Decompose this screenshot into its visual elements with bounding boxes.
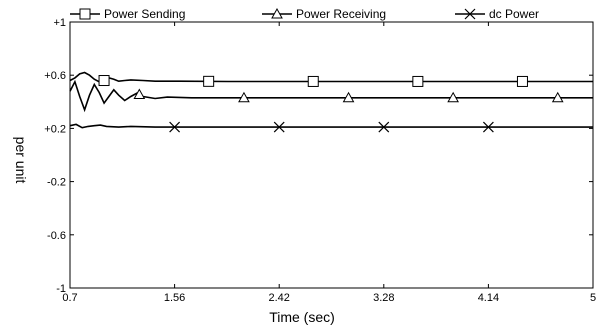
legend-item: Power Receiving [262,7,386,21]
x-tick-label: 5 [590,292,596,304]
series-layer [69,71,593,133]
legend-marker [79,8,91,20]
axis-ticks: 0.7 1.56 2.42 3.28 4.14 5 -1 -0.6 -0.2 +0.2 +0.6 +1 [44,17,596,304]
series-marker [412,75,424,87]
series-marker [378,121,390,133]
legend-marker [271,7,283,19]
y-tick-label: -0.6 [47,230,66,242]
y-tick-label: +0.2 [44,123,66,135]
series-marker [238,91,250,103]
series-marker [98,75,110,87]
y-tick-label: -0.2 [47,177,66,189]
series-square [69,71,593,87]
series-marker [516,75,528,87]
x-tick-label: 4.14 [478,292,499,304]
series-marker [203,75,215,87]
legend-item: dc Power [455,7,539,21]
legend-marker [464,8,476,20]
y-tick-label: -1 [56,283,66,295]
series-marker [273,121,285,133]
x-tick-label: 0.7 [62,292,77,304]
x-tick-label: 2.42 [268,292,289,304]
series-x [69,121,593,133]
series-triangle [69,79,593,113]
x-tick-label: 1.56 [164,292,185,304]
series-marker [342,91,355,103]
plot-frame [69,21,594,289]
series-line [69,71,593,83]
series-line [69,79,593,113]
series-marker [482,121,494,133]
series-marker [307,75,319,87]
series-marker [447,91,459,103]
legend-label: Power Sending [104,7,185,21]
series-marker [169,121,181,133]
series-marker [133,88,146,99]
x-axis-title: Time (sec) [269,309,335,325]
legend-label: dc Power [489,7,539,21]
y-axis-title: per unit [13,137,29,184]
x-tick-label: 3.28 [373,292,394,304]
y-tick-label: +0.6 [44,70,66,82]
legend: Power Sending Power Receiving dc Power [70,7,539,21]
series-marker [551,91,564,103]
legend-label: Power Receiving [296,7,386,21]
legend-item: Power Sending [70,7,185,21]
series-line [69,123,593,129]
y-tick-label: +1 [53,17,66,29]
